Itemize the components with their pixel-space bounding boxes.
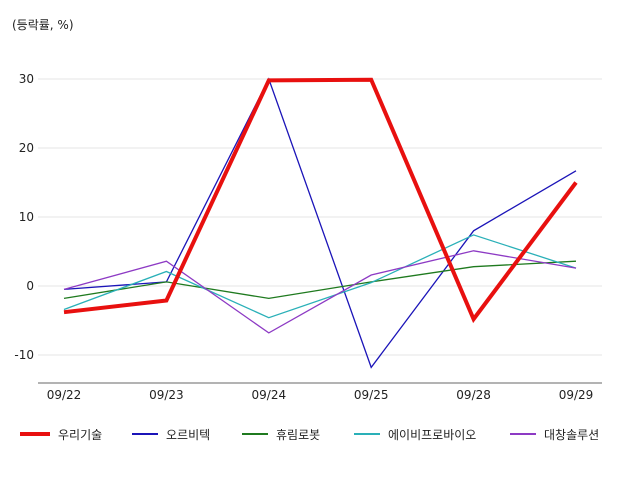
legend-label: 에이비프로바이오 (388, 427, 477, 442)
series-line-2 (63, 77, 577, 369)
x-tick-label: 09/22 (47, 388, 82, 402)
y-tick-label: 30 (19, 72, 34, 86)
y-axis-unit-label: (등락률, %) (12, 18, 74, 32)
legend-item-2: 오르비텍 (132, 426, 242, 443)
legend-item-4: 에이비프로바이오 (354, 426, 510, 443)
x-tick-label: 09/23 (149, 388, 184, 402)
legend-label: 대창솔루션 (544, 427, 600, 442)
x-tick-label: 09/25 (354, 388, 389, 402)
series-line-1 (63, 77, 578, 324)
legend-label: 휴림로봇 (276, 427, 321, 442)
legend-item-1: 우리기술 (20, 426, 132, 443)
legend-item-3: 휴림로봇 (242, 426, 354, 443)
series-line-5 (63, 250, 577, 334)
series-line-4 (63, 234, 577, 319)
legend-swatch (242, 433, 268, 435)
y-tick-label: 0 (26, 279, 34, 293)
legend-swatch (354, 433, 380, 435)
legend: 우리기술 오르비텍 휴림로봇 에이비프로바이오 대창솔루션 (20, 424, 620, 444)
series-line-3 (63, 260, 577, 300)
x-tick-label: 09/24 (252, 388, 287, 402)
legend-label: 우리기술 (58, 427, 103, 442)
y-tick-label: -10 (14, 348, 34, 362)
series-lines (63, 77, 578, 369)
legend-swatch (132, 433, 158, 435)
y-tick-labels: 30 20 10 0 -10 (14, 72, 34, 362)
x-tick-label: 09/28 (456, 388, 491, 402)
x-tick-label: 09/29 (559, 388, 594, 402)
grid-lines (38, 78, 602, 356)
legend-swatch (510, 433, 536, 435)
legend-swatch (20, 432, 50, 436)
y-tick-label: 20 (19, 141, 34, 155)
legend-label: 오르비텍 (166, 427, 211, 442)
y-tick-label: 10 (19, 210, 34, 224)
legend-item-5: 대창솔루션 (510, 426, 620, 443)
x-tick-labels: 09/22 09/23 09/24 09/25 09/28 09/29 (47, 388, 594, 402)
